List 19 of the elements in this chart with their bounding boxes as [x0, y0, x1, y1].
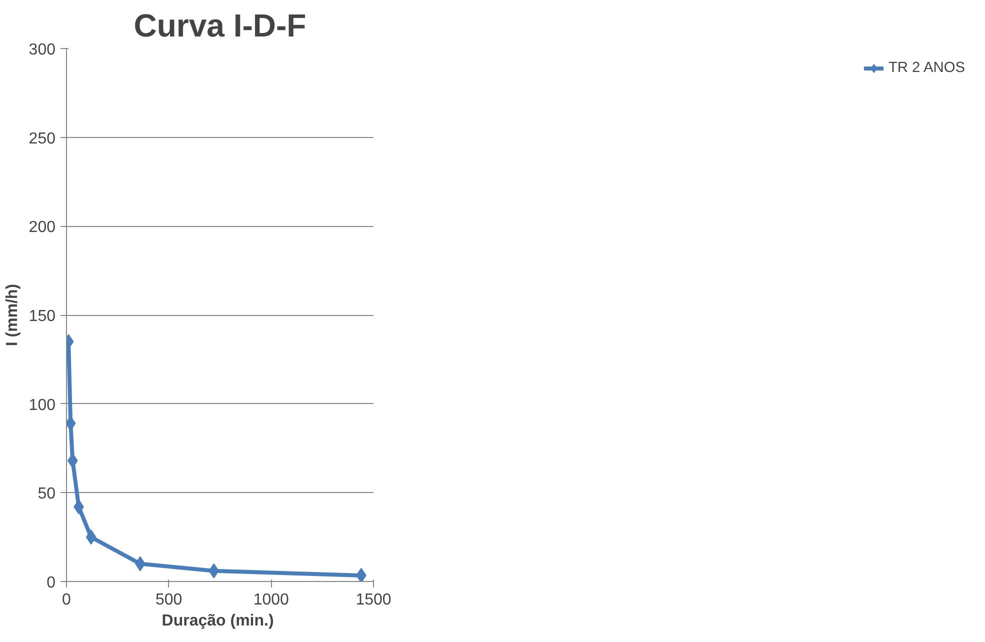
y-tick-label: 100: [28, 396, 56, 414]
x-tick-label: 500: [155, 592, 182, 608]
x-tick-label: 0: [62, 592, 72, 608]
point: [208, 563, 220, 578]
point: [356, 568, 366, 582]
x-tick-label: 1000: [253, 592, 290, 608]
y-tick-label: 50: [38, 486, 56, 503]
point: [86, 530, 96, 545]
chart-title: Curva I-D-F: [134, 8, 306, 44]
x-tick-label: 1500: [356, 592, 392, 608]
y-axis-title: I (mm/h): [4, 284, 21, 346]
y-tick-label: 300: [28, 42, 56, 58]
y-tick-label: 150: [28, 308, 56, 325]
y-tick-label: 200: [28, 219, 56, 236]
y-tick-label: 0: [46, 574, 56, 592]
x-axis-title: Duração (min.): [162, 612, 274, 630]
legend-label: TR 2 ANOS: [888, 60, 965, 76]
point: [67, 453, 78, 468]
y-tick-label: 250: [28, 130, 56, 148]
